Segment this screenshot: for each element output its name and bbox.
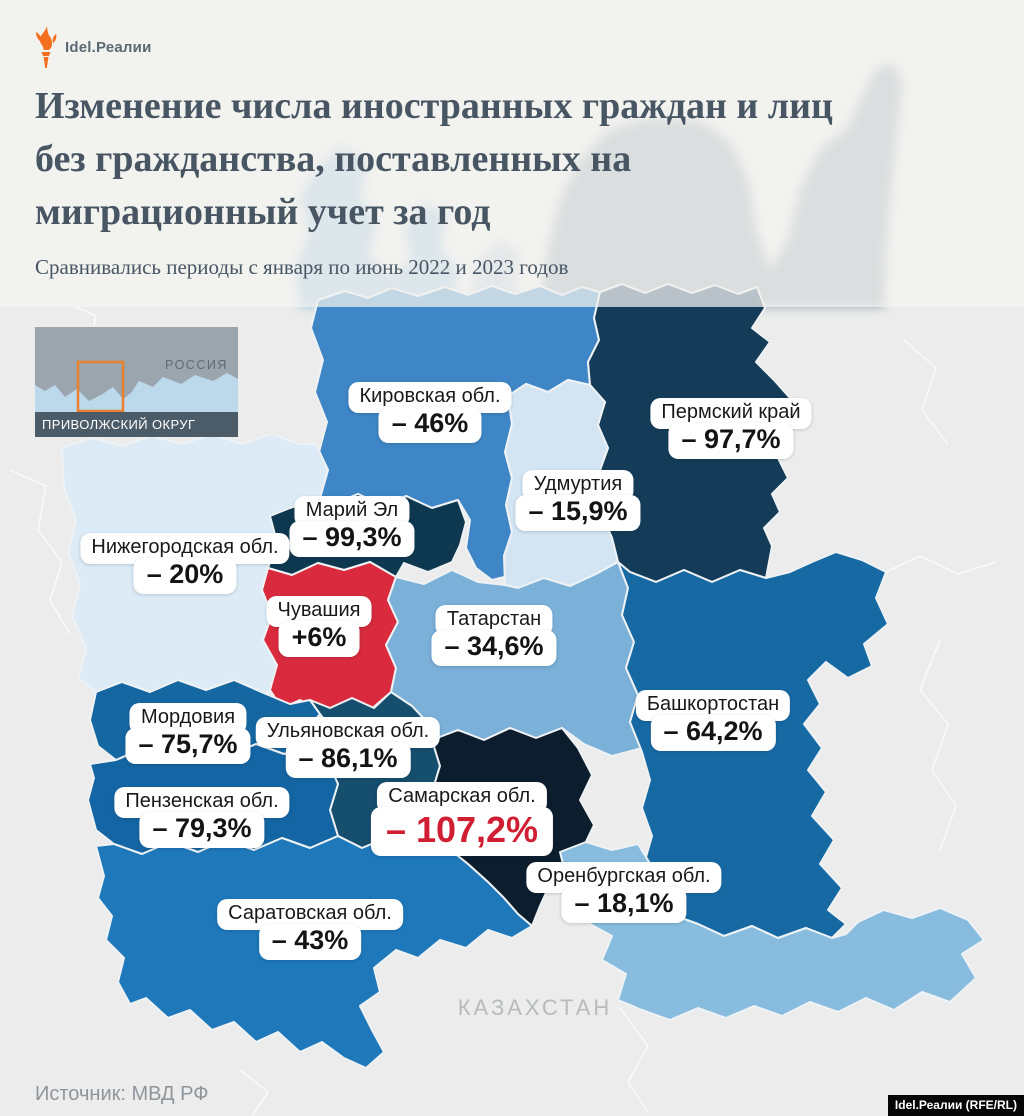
locator-map: РОССИЯ (35, 327, 238, 412)
brand-name: Idel.Реалии (65, 38, 152, 56)
neighbor-borders (9, 299, 997, 1116)
locator-district-bar: ПРИВОЛЖСКИЙ ОКРУГ (35, 412, 238, 437)
district-highlight-box (76, 360, 125, 412)
region-penzenskaya (87, 743, 339, 855)
locator-island (71, 341, 85, 361)
credit-badge: Idel.Реалии (RFE/RL) (887, 1095, 1024, 1116)
kazakhstan-label: КАЗАХСТАН (457, 995, 613, 1020)
russia-locator-inset: РОССИЯ ПРИВОЛЖСКИЙ ОКРУГ (35, 327, 238, 437)
title-line-1: Изменение числа иностранных граждан и ли… (35, 85, 833, 127)
locator-district-label: ПРИВОЛЖСКИЙ ОКРУГ (42, 417, 196, 432)
brand-logo: Idel.Реалии (33, 26, 152, 68)
region-chuvashia (261, 561, 399, 713)
header-fade-overlay (0, 0, 1024, 307)
region-udmurtia (503, 379, 619, 589)
page-subtitle: Сравнивались периоды с января по июнь 20… (35, 255, 569, 279)
page-title: Изменение числа иностранных граждан и ли… (35, 80, 1010, 239)
region-orenburgskaya (559, 841, 985, 1021)
title-line-2: без гражданства, поставленных на (35, 138, 632, 180)
locator-landmass (35, 327, 238, 401)
source-note: Источник: МВД РФ (35, 1083, 209, 1105)
torch-flame-icon (36, 26, 57, 68)
locator-country-label: РОССИЯ (165, 358, 228, 372)
title-line-3: миграционный учет за год (35, 191, 491, 233)
